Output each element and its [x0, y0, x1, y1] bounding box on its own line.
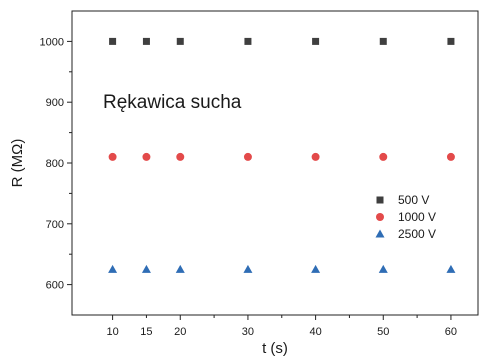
x-tick-label: 60: [445, 326, 457, 338]
y-tick-label: 600: [46, 280, 64, 292]
x-tick-label: 10: [106, 326, 118, 338]
legend-label: 500 V: [398, 193, 429, 207]
x-tick-label: 30: [242, 326, 254, 338]
data-point: [378, 264, 388, 273]
data-point: [447, 37, 455, 45]
legend-marker: [376, 213, 384, 221]
x-axis-title: t (s): [262, 340, 288, 357]
annotation-label: Rękawica sucha: [103, 92, 242, 113]
y-tick-label: 700: [46, 219, 64, 231]
data-point: [243, 264, 253, 273]
data-point: [176, 152, 185, 161]
series-500v: [109, 37, 455, 45]
x-tick-label: 40: [309, 326, 321, 338]
data-point: [311, 152, 320, 161]
data-point: [243, 152, 252, 161]
data-point: [446, 264, 456, 273]
data-point: [312, 37, 320, 45]
x-tick-label: 15: [140, 326, 152, 338]
y-axis-title: R (MΩ): [9, 139, 26, 188]
x-tick-label: 50: [377, 326, 389, 338]
y-tick-label: 800: [46, 158, 64, 170]
data-point: [108, 152, 117, 161]
legend-marker: [376, 196, 384, 204]
legend-label: 1000 V: [398, 210, 436, 224]
data-point: [141, 264, 151, 273]
data-point: [176, 37, 184, 45]
series-1000v: [108, 152, 455, 161]
data-point: [142, 152, 151, 161]
y-tick-label: 1000: [40, 36, 64, 48]
y-tick-label: 900: [46, 97, 64, 109]
data-point: [244, 37, 252, 45]
data-point: [109, 37, 117, 45]
data-point: [142, 37, 150, 45]
data-points: [108, 37, 456, 273]
data-point: [379, 37, 387, 45]
data-point: [311, 264, 321, 273]
legend-label: 2500 V: [398, 227, 436, 241]
y-axis: 600 700 800 900 1000: [40, 36, 72, 292]
legend-marker: [375, 229, 385, 238]
data-point: [379, 152, 388, 161]
data-point: [175, 264, 185, 273]
series-2500v: [108, 264, 456, 273]
x-axis: 10 15 20 30 40 50 60: [106, 315, 457, 338]
legend: 500 V 1000 V 2500 V: [375, 193, 436, 241]
plot-frame: [71, 10, 479, 316]
data-point: [108, 264, 118, 273]
x-tick-label: 20: [174, 326, 186, 338]
data-point: [446, 152, 455, 161]
